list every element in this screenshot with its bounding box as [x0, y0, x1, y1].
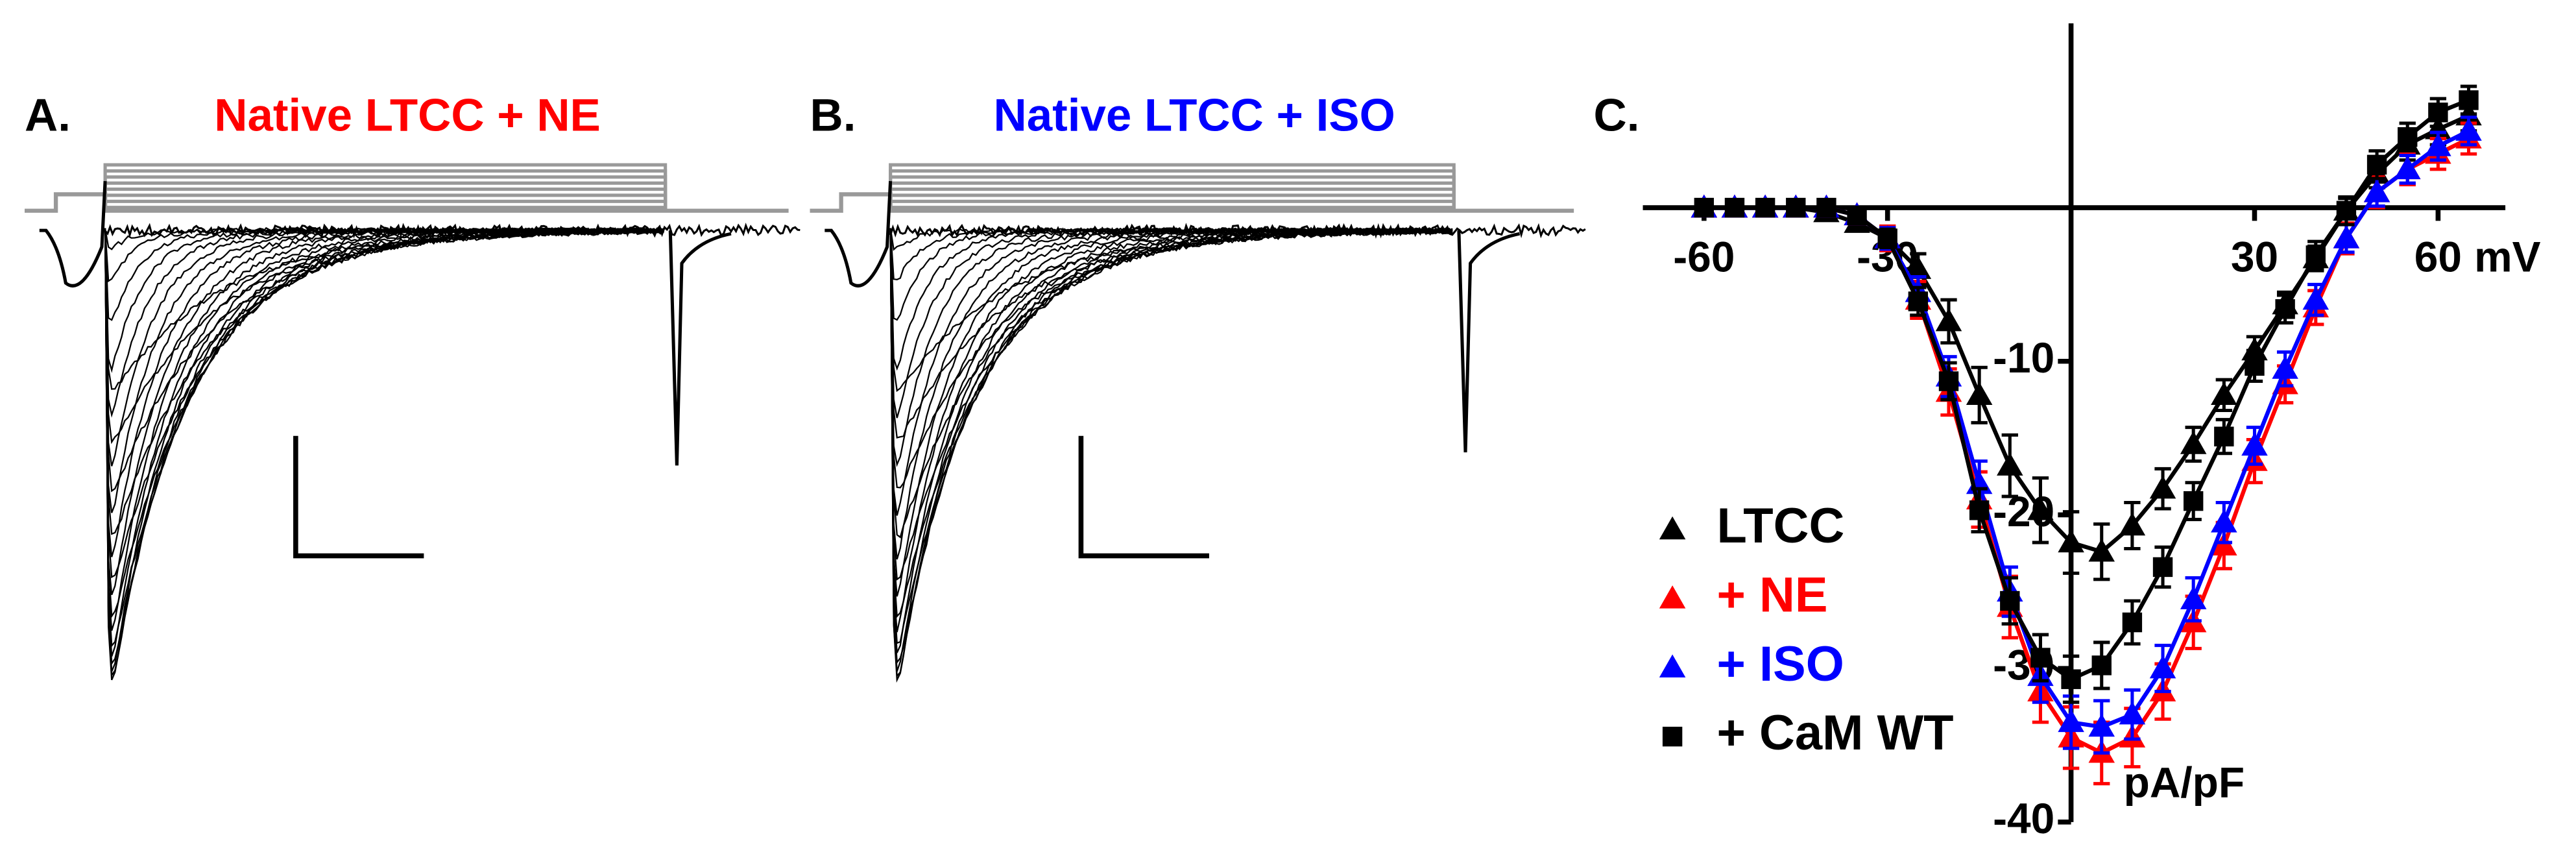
data-point — [1936, 308, 1962, 331]
data-point — [1969, 500, 1989, 520]
data-point — [2180, 431, 2207, 454]
x-tick-label: -60 — [1673, 232, 1735, 280]
data-point — [2092, 655, 2112, 675]
current-trace — [105, 230, 664, 442]
data-point — [2184, 491, 2203, 511]
current-trace — [891, 228, 1452, 537]
data-point — [1997, 452, 2023, 475]
current-trace — [105, 228, 664, 466]
data-point — [2367, 155, 2387, 175]
panel-label: A. — [25, 90, 71, 141]
scale-bar — [1081, 436, 1209, 556]
prepulse-current — [40, 181, 105, 286]
current-trace — [891, 229, 1452, 676]
current-trace — [891, 228, 1452, 597]
data-point — [1816, 198, 1836, 217]
legend-marker — [1663, 727, 1682, 746]
data-point — [1847, 206, 1866, 225]
scale-bar — [296, 436, 424, 556]
legend-label: LTCC — [1716, 498, 1844, 554]
panel-label: C. — [1594, 90, 1640, 141]
data-point — [2211, 382, 2237, 405]
current-trace — [105, 229, 664, 664]
prepulse-current — [825, 181, 890, 286]
data-point — [1755, 198, 1775, 217]
current-trace — [891, 228, 1452, 632]
data-point — [2153, 557, 2173, 577]
current-trace — [891, 228, 1452, 653]
current-trace — [891, 230, 1452, 487]
page: {"panels": [ {"label": "A.", "title": "N… — [0, 0, 2576, 852]
current-trace — [891, 228, 1452, 672]
current-trace — [891, 228, 1452, 464]
x-tick-label: 30 — [2231, 232, 2278, 280]
legend-label: + ISO — [1716, 637, 1844, 692]
data-point — [2119, 701, 2146, 724]
data-point — [1939, 371, 1958, 391]
current-trace — [891, 229, 1452, 437]
legend-label: + NE — [1716, 567, 1827, 622]
legend-marker — [1659, 585, 1686, 608]
figure: A. Native LTCC + NE B. Native LTCC + ISO… — [0, 0, 2576, 852]
data-point — [2000, 591, 2019, 611]
data-point — [2030, 648, 2050, 667]
current-trace — [105, 229, 664, 676]
current-trace — [891, 230, 1452, 579]
data-point — [1786, 198, 1805, 217]
y-tick-label: -40 — [1993, 794, 2054, 842]
current-trace — [105, 228, 664, 513]
current-trace — [105, 228, 664, 679]
current-trace — [105, 228, 664, 657]
data-point — [2337, 201, 2356, 221]
current-trace — [891, 229, 1452, 391]
current-trace — [891, 228, 1452, 680]
legend-label: + CaM WT — [1716, 705, 1953, 761]
current-trace — [105, 228, 664, 389]
data-point — [2459, 90, 2478, 110]
current-trace — [105, 228, 664, 321]
fit-line — [1704, 116, 2469, 552]
tail-current — [670, 230, 731, 465]
data-point — [1878, 228, 1897, 248]
data-point — [2214, 427, 2233, 446]
current-trace — [105, 229, 664, 646]
x-axis-unit: mV — [2474, 232, 2541, 280]
y-axis-unit: pA/pF — [2124, 759, 2245, 807]
data-point — [2398, 127, 2417, 147]
iv-plot: -60 -30 30 60 mV-10-20-30-40pA/pFLTCC+ NE+ I… — [1643, 23, 2541, 842]
tail-current — [1459, 230, 1520, 452]
data-point — [2245, 356, 2264, 376]
panel-title: Native LTCC + NE — [214, 90, 601, 141]
data-point — [2150, 476, 2176, 498]
current-traces — [810, 165, 1585, 680]
data-point — [1966, 382, 1993, 405]
data-point — [2394, 156, 2421, 179]
y-tick-label: -10 — [1993, 334, 2054, 382]
panel-title: Native LTCC + ISO — [994, 90, 1395, 141]
legend-marker — [1659, 655, 1686, 677]
current-trace — [891, 229, 1452, 643]
current-trace — [105, 228, 664, 672]
current-trace — [105, 228, 664, 631]
current-traces — [25, 165, 800, 680]
data-point — [2123, 613, 2142, 632]
current-trace — [105, 228, 664, 534]
legend-marker — [1659, 517, 1686, 539]
current-trace — [891, 229, 1452, 662]
data-point — [1908, 291, 1928, 311]
data-point — [2275, 299, 2294, 319]
panel-label: B. — [810, 90, 856, 141]
data-point — [2428, 103, 2448, 122]
data-point — [2306, 245, 2326, 265]
data-point — [2061, 670, 2080, 689]
data-point — [1725, 198, 1744, 217]
data-point — [1694, 198, 1714, 217]
current-trace — [891, 228, 1452, 418]
x-tick-label: 60 — [2414, 232, 2462, 280]
